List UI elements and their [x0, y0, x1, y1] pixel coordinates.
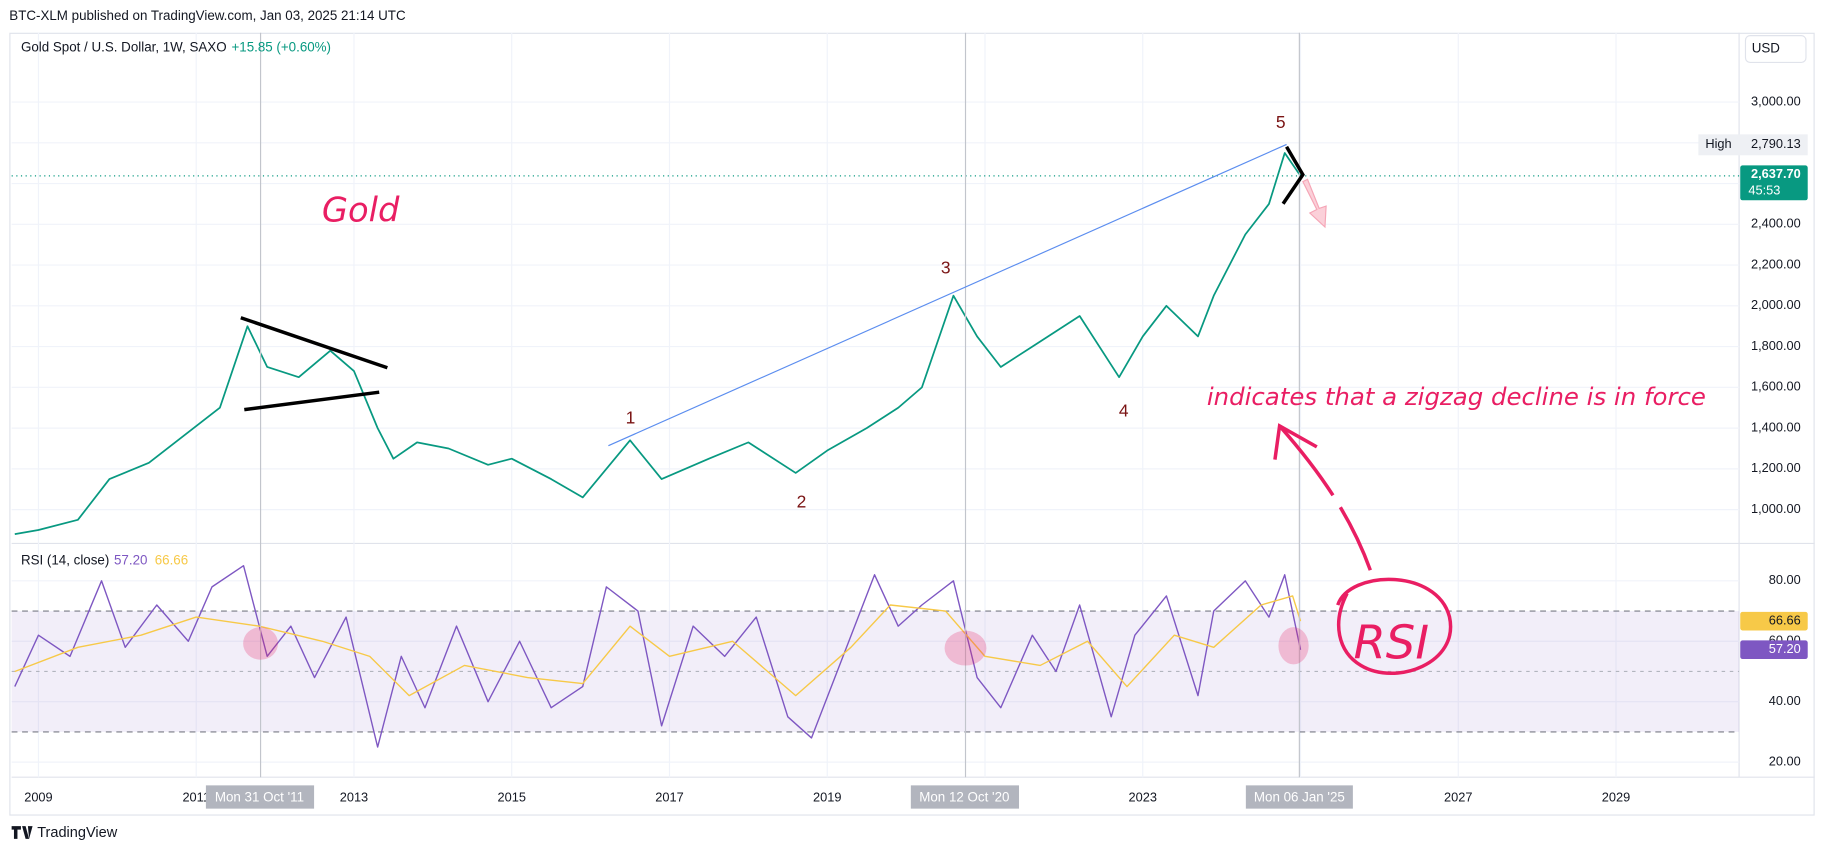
x-tick-label: 2019: [813, 790, 841, 805]
footer-logo: [11, 826, 33, 839]
change-legend: +15.85 (+0.60%): [231, 39, 331, 54]
crosshair-label-box: [910, 785, 1020, 809]
y-tick-label: 2,200.00: [1751, 256, 1801, 271]
rsi-value-box: [1740, 611, 1808, 631]
countdown-label: 45:53: [1748, 182, 1780, 197]
crosshair-label: Mon 31 Oct '11: [215, 790, 304, 805]
crosshair-label: Mon 12 Oct '20: [919, 790, 1009, 805]
data-line: [14, 565, 1302, 748]
crosshair-labels: Mon 31 Oct '11 Mon 12 Oct '20 Mon 06 Jan…: [205, 785, 1353, 809]
y-tick-label: 2,400.00: [1751, 216, 1801, 231]
rsi-value-label: 57.20: [1769, 641, 1801, 656]
data-line: [14, 595, 1302, 697]
crosshair-label: Mon 06 Jan '25: [1254, 790, 1345, 805]
x-tick-label: 2017: [655, 790, 683, 805]
crosshair-label-box: [1245, 785, 1353, 809]
last-price-label: 2,637.70: [1751, 166, 1801, 181]
last-price-box: [1740, 165, 1808, 201]
rsi-value-label: 66.66: [1769, 613, 1801, 628]
high-label: 2,790.13: [1751, 136, 1801, 151]
wave-label: 4: [1119, 401, 1129, 421]
symbol-legend: Gold Spot / U.S. Dollar, 1W, SAXO: [21, 39, 227, 54]
crosshair-lines: [259, 32, 1300, 778]
currency-button[interactable]: [1744, 35, 1807, 63]
footer-brand: TradingView: [37, 825, 117, 841]
y-tick-label: 3,000.00: [1751, 93, 1801, 108]
y-tick-label: 40.00: [1769, 693, 1801, 708]
wave-label: 5: [1276, 112, 1286, 132]
y-tick-label: 20.00: [1769, 753, 1801, 768]
crosshair-label-box: [205, 785, 315, 809]
high-box: [1698, 134, 1808, 156]
y-tick-label: 1,400.00: [1751, 419, 1801, 434]
currency-label: USD: [1752, 41, 1781, 56]
x-tick-label: 2011: [182, 790, 209, 805]
annotation-rsi: RSI: [1353, 615, 1429, 669]
wave-label: 2: [797, 491, 807, 511]
rsi-legend-value: 57.20: [114, 552, 147, 567]
y-tick-label: 2,000.00: [1751, 297, 1801, 312]
x-tick-label: 2029: [1602, 790, 1630, 805]
data-line: [14, 152, 1302, 535]
drawings: [240, 143, 1453, 675]
high-name: High: [1705, 136, 1731, 151]
x-tick-label: 2015: [498, 790, 526, 805]
wave-label: 3: [941, 257, 951, 277]
y-tick-label: 1,200.00: [1751, 460, 1801, 475]
x-tick-label: 2013: [340, 790, 368, 805]
chart-frame: [9, 32, 1815, 816]
y-tick-label: 1,000.00: [1751, 501, 1801, 516]
annotation-gold: Gold: [322, 190, 400, 229]
wave-label: 1: [626, 408, 636, 428]
publisher-line: BTC-XLM published on TradingView.com, Ja…: [9, 8, 406, 23]
x-tick-label: 2027: [1444, 790, 1472, 805]
y-tick-label: 1,600.00: [1751, 379, 1801, 394]
x-tick-label: 2023: [1129, 790, 1157, 805]
rsi-legend-value: 66.66: [155, 552, 188, 567]
rsi-title: RSI (14, close): [21, 552, 109, 567]
annotation-zigzag: indicates that a zigzag decline is in fo…: [1207, 382, 1706, 411]
y-tick-label: 1,800.00: [1751, 338, 1801, 353]
rsi-value-box: [1740, 640, 1808, 660]
x-tick-label: 2009: [24, 790, 52, 805]
y-tick-label: 80.00: [1769, 572, 1801, 587]
